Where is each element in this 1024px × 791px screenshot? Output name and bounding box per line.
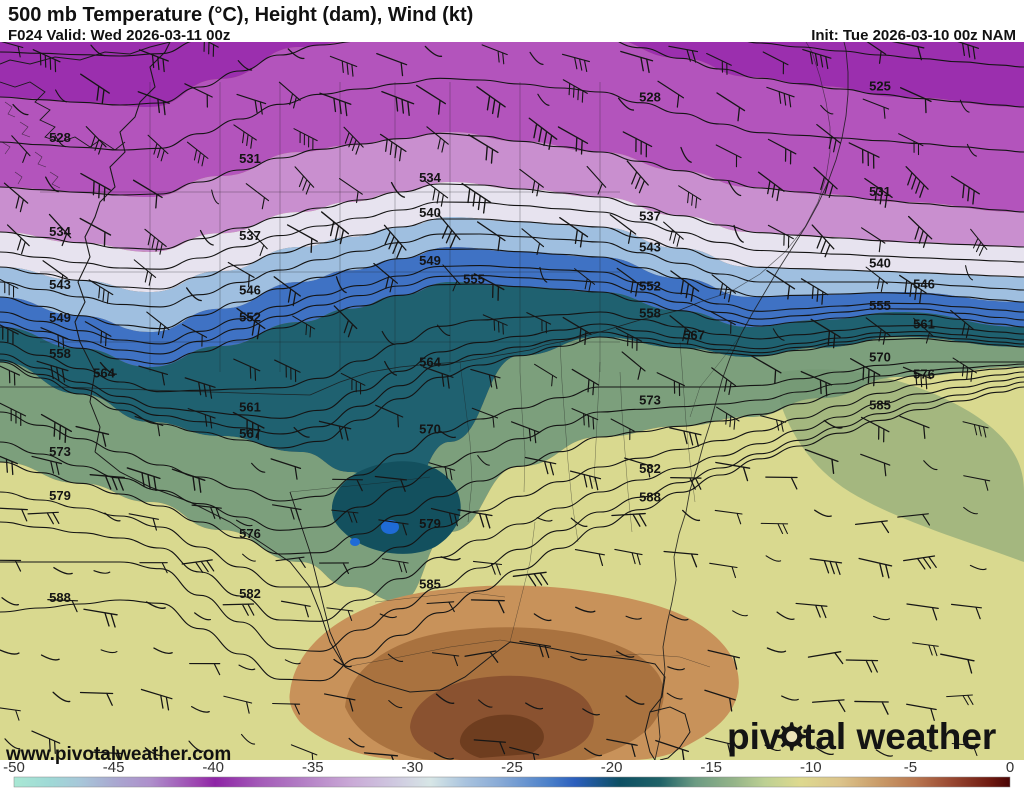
svg-text:tal weather: tal weather bbox=[803, 716, 996, 757]
svg-text:piv: piv bbox=[727, 716, 781, 757]
